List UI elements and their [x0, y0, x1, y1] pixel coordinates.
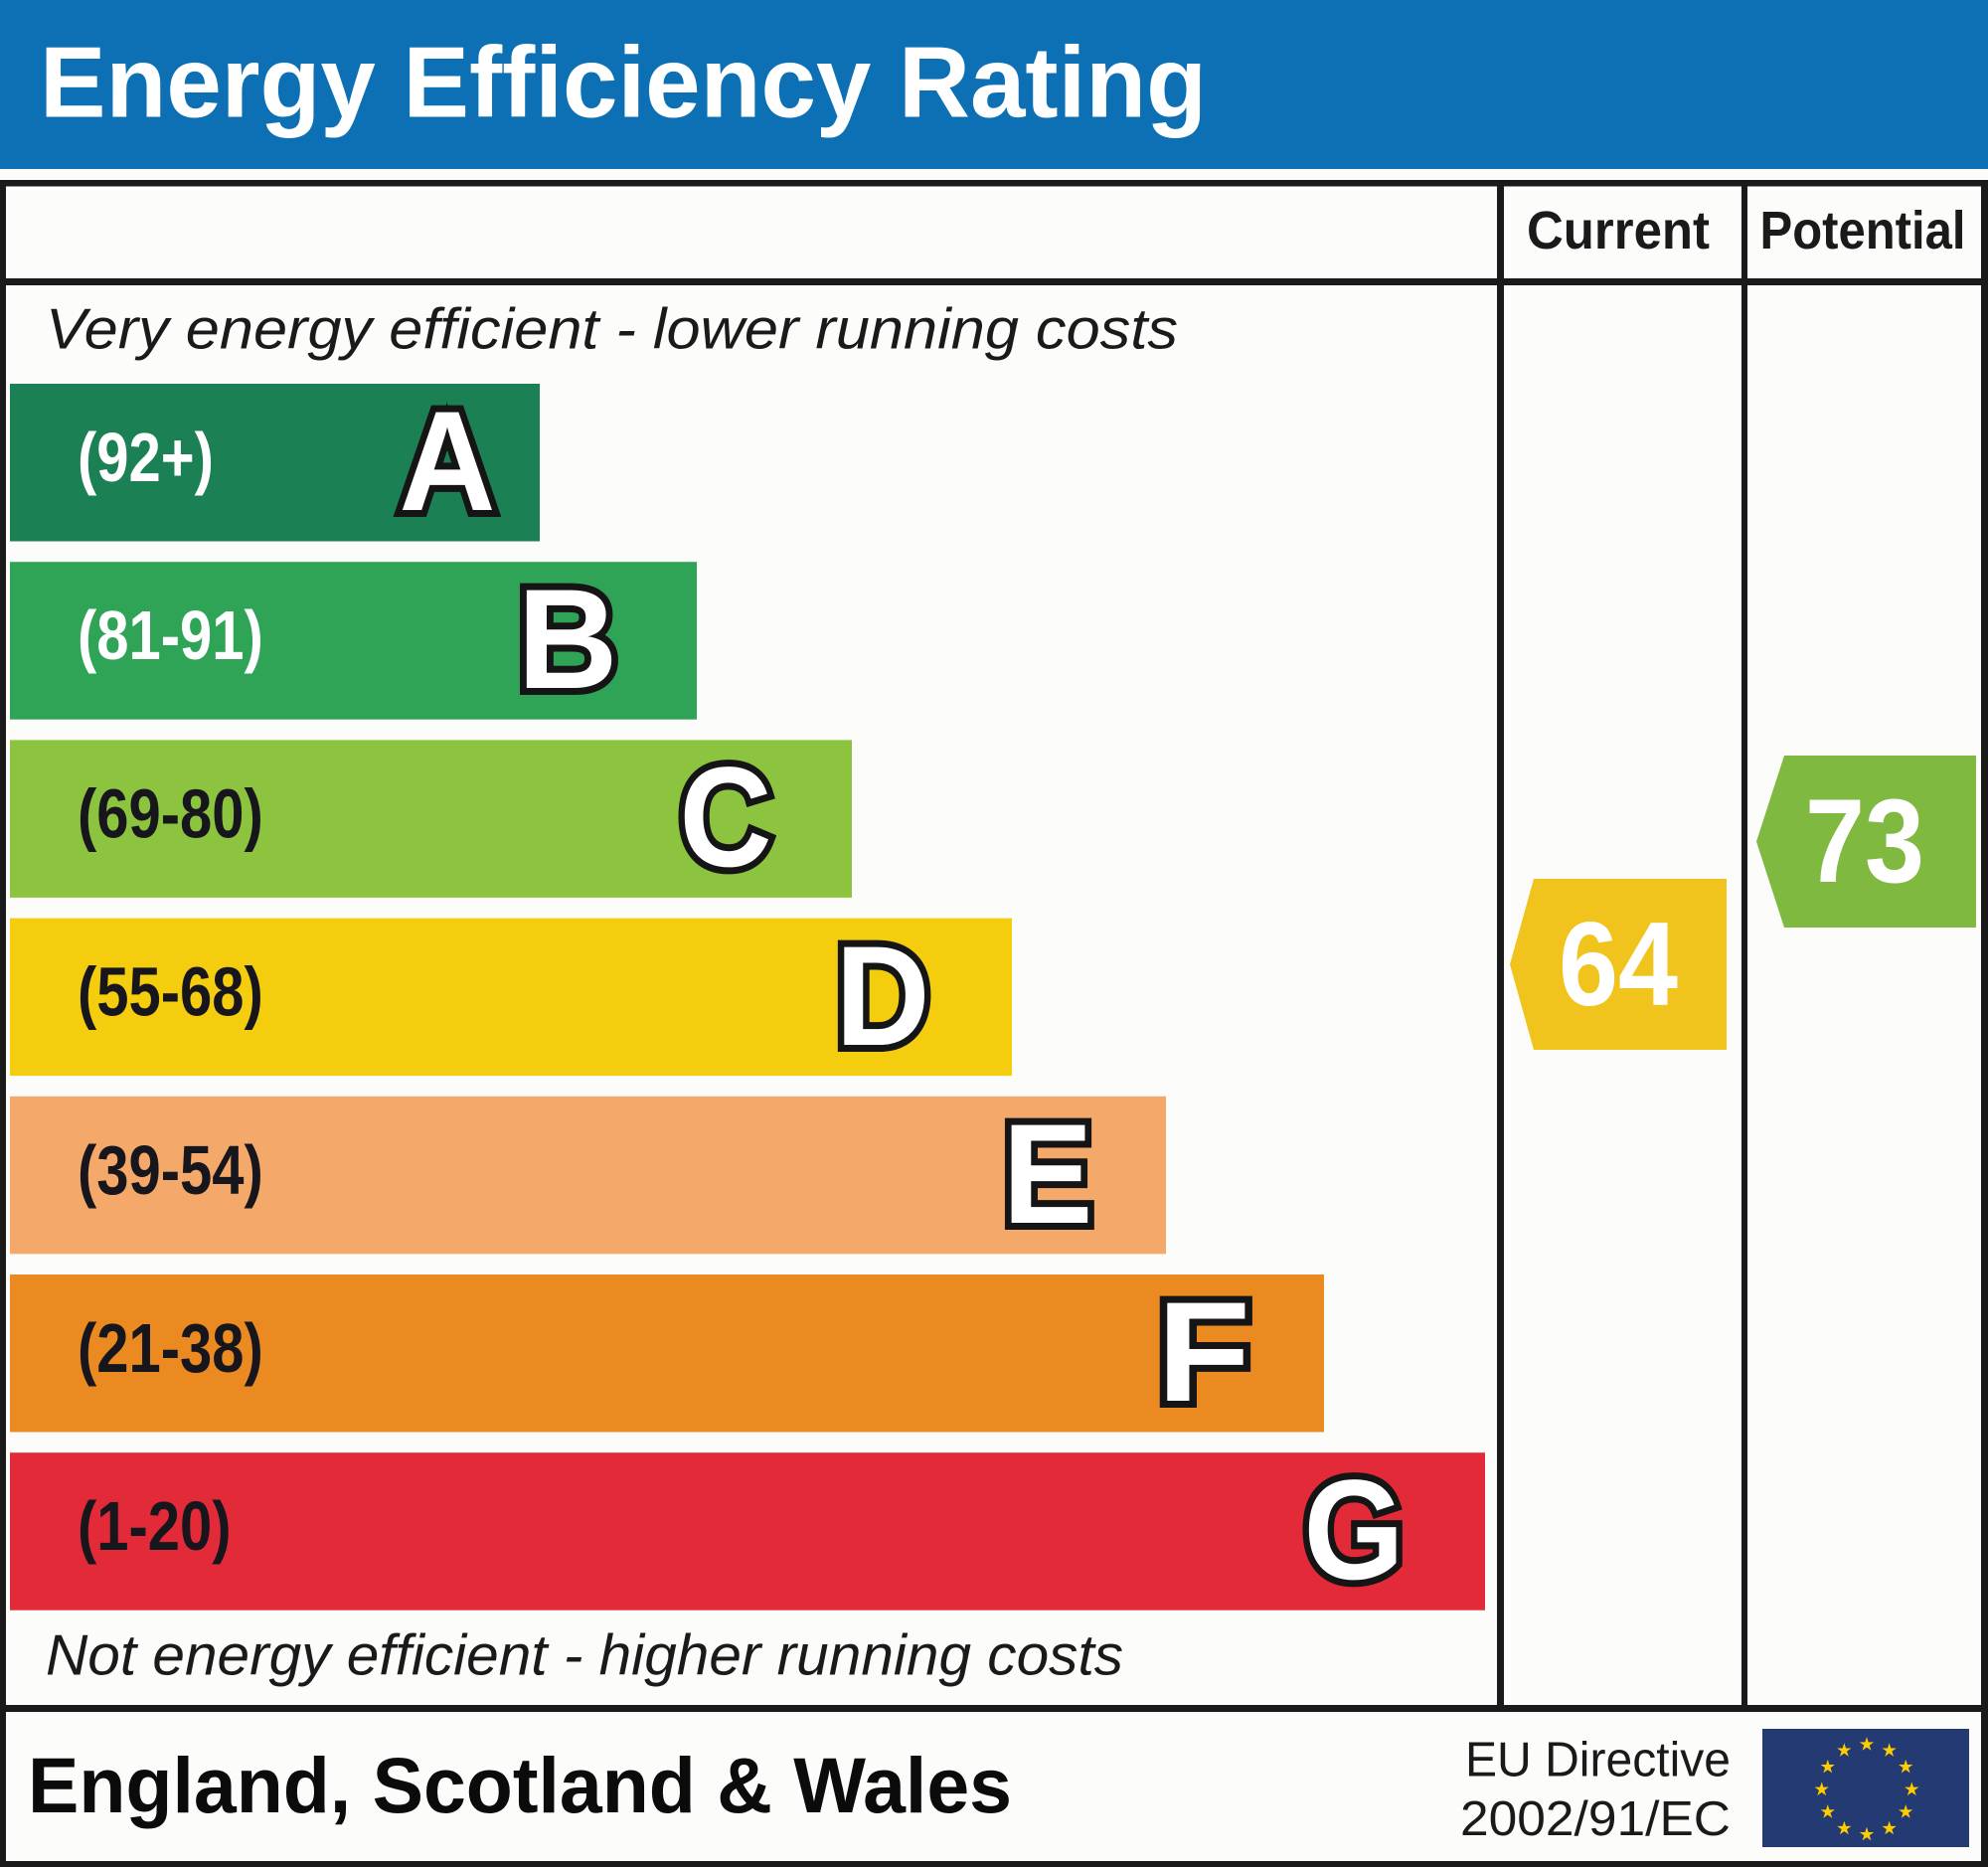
svg-text:F: F — [1157, 1273, 1250, 1432]
svg-text:(92+): (92+) — [78, 419, 214, 496]
svg-text:England, Scotland & Wales: England, Scotland & Wales — [28, 1741, 1012, 1829]
svg-text:D: D — [836, 918, 930, 1076]
svg-text:Current: Current — [1527, 202, 1710, 260]
svg-text:E: E — [1003, 1096, 1093, 1254]
svg-text:(1-20): (1-20) — [78, 1487, 232, 1565]
svg-text:B: B — [518, 561, 618, 719]
svg-text:Energy Efficiency Rating: Energy Efficiency Rating — [40, 26, 1207, 139]
svg-text:Very energy efficient - lower: Very energy efficient - lower running co… — [46, 298, 1178, 362]
svg-text:Not energy efficient - higher: Not energy efficient - higher running co… — [46, 1624, 1123, 1688]
svg-text:Potential: Potential — [1760, 202, 1966, 260]
svg-text:EU Directive: EU Directive — [1465, 1734, 1731, 1787]
svg-text:C: C — [680, 739, 772, 897]
svg-text:(21-38): (21-38) — [78, 1309, 263, 1387]
svg-text:64: 64 — [1559, 898, 1678, 1031]
svg-text:(81-91): (81-91) — [78, 596, 263, 674]
svg-text:(39-54): (39-54) — [78, 1131, 263, 1209]
svg-text:73: 73 — [1805, 774, 1924, 908]
svg-text:(55-68): (55-68) — [78, 952, 263, 1030]
svg-text:A: A — [400, 383, 496, 541]
svg-text:(69-80): (69-80) — [78, 774, 263, 852]
svg-text:G: G — [1304, 1451, 1405, 1610]
svg-text:2002/91/EC: 2002/91/EC — [1460, 1792, 1731, 1846]
